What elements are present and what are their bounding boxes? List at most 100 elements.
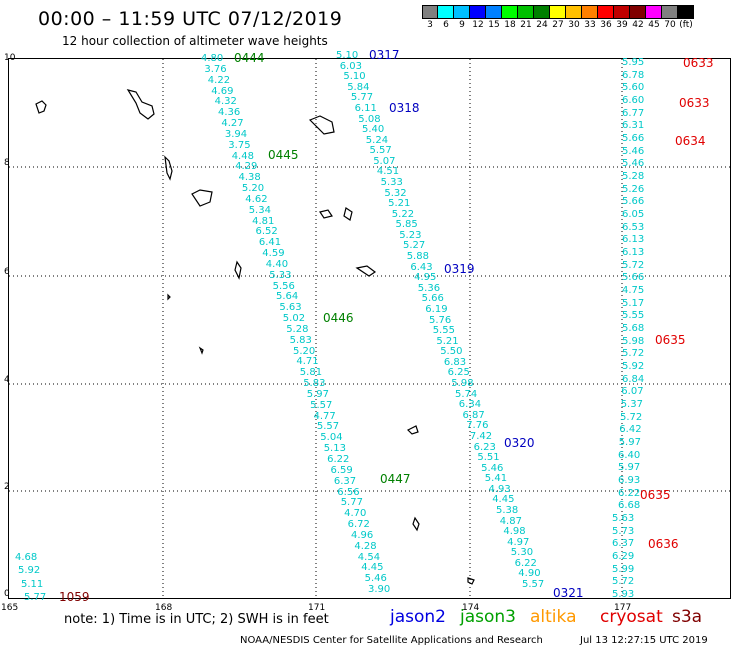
wave-height-value: 4.93 bbox=[488, 483, 511, 495]
wave-height-value: 6.11 bbox=[354, 102, 377, 114]
color-scale-swatch bbox=[662, 5, 678, 19]
island-outline bbox=[191, 189, 213, 207]
latitude-tick-label: 6 bbox=[4, 267, 10, 277]
wave-height-value: 5.57 bbox=[522, 579, 545, 590]
wave-height-value: 4.48 bbox=[231, 150, 254, 162]
wave-height-value: 5.24 bbox=[365, 134, 389, 146]
color-scale-label: 12 bbox=[472, 20, 484, 30]
island-outline bbox=[167, 293, 171, 301]
color-scale-swatch bbox=[646, 5, 662, 19]
wave-height-value: 5.55 bbox=[432, 325, 455, 337]
wave-height-value: 5.66 bbox=[421, 293, 444, 305]
wave-height-value: 3.90 bbox=[368, 584, 391, 595]
wave-height-value: 5.63 bbox=[279, 302, 302, 314]
wave-height-value: 4.80 bbox=[201, 53, 224, 64]
legend-item-cryosat: cryosat bbox=[600, 607, 663, 627]
wave-height-value: 5.33 bbox=[269, 269, 292, 281]
wave-height-value: 4.38 bbox=[238, 172, 261, 184]
wave-height-value: 6.19 bbox=[425, 303, 448, 315]
color-scale-swatch bbox=[470, 5, 486, 19]
wave-height-value: 5.10 bbox=[343, 71, 366, 83]
color-scale-label: 27 bbox=[552, 20, 564, 30]
wave-height-value: 5.57 bbox=[310, 399, 333, 411]
wave-height-value: 4.71 bbox=[296, 356, 319, 368]
footnote: note: 1) Time is in UTC; 2) SWH is in fe… bbox=[64, 612, 329, 627]
wave-height-value: 5.46 bbox=[622, 145, 645, 157]
wave-height-value: 5.21 bbox=[436, 335, 459, 347]
wave-height-value: 6.07 bbox=[621, 386, 644, 398]
wave-height-value: 6.60 bbox=[622, 95, 645, 106]
wave-height-value: 6.37 bbox=[612, 538, 635, 550]
wave-height-value: 4.51 bbox=[376, 166, 400, 178]
wave-height-value: 4.40 bbox=[265, 258, 289, 270]
island-outline bbox=[308, 115, 335, 135]
wave-height-value: 6.25 bbox=[447, 367, 470, 379]
longitude-tick-label: 168 bbox=[155, 603, 173, 613]
wave-height-value: 5.46 bbox=[622, 158, 645, 170]
wave-height-value: 6.22 bbox=[618, 487, 641, 499]
wave-height-value: 6.93 bbox=[618, 475, 641, 486]
color-scale-label: (ft) bbox=[679, 20, 693, 30]
wave-height-value: 6.22 bbox=[327, 454, 350, 465]
wave-height-value: 5.36 bbox=[417, 282, 441, 294]
island-outline bbox=[126, 89, 155, 120]
color-scale-label: 3 bbox=[427, 20, 433, 30]
wave-height-value: 4.98 bbox=[503, 526, 526, 538]
color-scale-label: 42 bbox=[632, 20, 644, 30]
latitude-tick-label: 8 bbox=[4, 158, 10, 168]
wave-height-value: 6.59 bbox=[330, 464, 353, 476]
wave-height-value: 5.11 bbox=[21, 578, 44, 590]
wave-height-value: 5.85 bbox=[395, 219, 418, 231]
wave-height-value: 6.05 bbox=[622, 209, 645, 220]
latitude-tick-label: 10 bbox=[4, 53, 16, 63]
latitude-tick-label: 0 bbox=[4, 589, 10, 599]
color-scale-label: 9 bbox=[459, 20, 465, 30]
color-scale-swatch bbox=[534, 5, 550, 19]
island-outline bbox=[412, 516, 420, 532]
wave-height-value: 5.77 bbox=[24, 592, 47, 603]
color-scale-swatch bbox=[614, 5, 630, 19]
island-outline bbox=[406, 425, 419, 435]
wave-height-value: 5.07 bbox=[373, 155, 396, 167]
pass-time-label: 0635 bbox=[640, 488, 671, 502]
wave-height-value: 6.87 bbox=[462, 409, 485, 421]
wave-height-value: 6.68 bbox=[618, 500, 641, 512]
wave-height-value: 3.75 bbox=[228, 139, 251, 151]
pass-time-label: 0635 bbox=[655, 333, 686, 347]
color-scale-label: 24 bbox=[536, 20, 548, 30]
legend-item-s3a: s3a bbox=[672, 607, 703, 627]
pass-time-label: 0317 bbox=[369, 48, 400, 62]
color-scale-swatch bbox=[422, 5, 438, 19]
wave-height-value: 4.77 bbox=[313, 410, 336, 422]
wave-height-value: 5.56 bbox=[272, 280, 295, 292]
island-outline bbox=[198, 346, 204, 355]
pass-time-label: 0318 bbox=[389, 101, 420, 115]
wave-height-value: 4.29 bbox=[235, 161, 258, 173]
wave-height-value: 5.21 bbox=[388, 198, 411, 210]
wave-height-value: 6.52 bbox=[255, 226, 278, 238]
pass-time-label: 0319 bbox=[444, 262, 475, 276]
wave-height-value: 4.96 bbox=[351, 529, 374, 541]
wave-height-value: 5.13 bbox=[323, 443, 346, 455]
wave-height-value: 5.23 bbox=[399, 229, 422, 241]
color-scale-label: 18 bbox=[504, 20, 516, 30]
wave-height-value: 4.27 bbox=[221, 118, 244, 129]
longitude-tick-label: 174 bbox=[462, 603, 480, 613]
wave-height-value: 5.51 bbox=[477, 452, 500, 463]
longitude-tick-label: 177 bbox=[614, 603, 632, 613]
color-scale-label: 39 bbox=[616, 20, 628, 30]
color-scale-swatch bbox=[502, 5, 518, 19]
wave-height-value: 4.62 bbox=[245, 193, 268, 205]
wave-height-value: 5.97 bbox=[306, 388, 329, 400]
wave-height-value: 5.27 bbox=[403, 240, 426, 252]
wave-height-value: 5.46 bbox=[364, 573, 387, 585]
color-scale-swatch bbox=[566, 5, 582, 19]
wave-height-value: 4.95 bbox=[414, 272, 437, 284]
color-scale-swatch bbox=[486, 5, 502, 19]
pass-time-label: 0445 bbox=[268, 148, 299, 162]
color-scale-swatch bbox=[438, 5, 454, 19]
pass-time-label: 0633 bbox=[683, 56, 714, 70]
wave-height-value: 4.22 bbox=[207, 74, 231, 86]
wave-height-value: 5.99 bbox=[612, 563, 635, 575]
